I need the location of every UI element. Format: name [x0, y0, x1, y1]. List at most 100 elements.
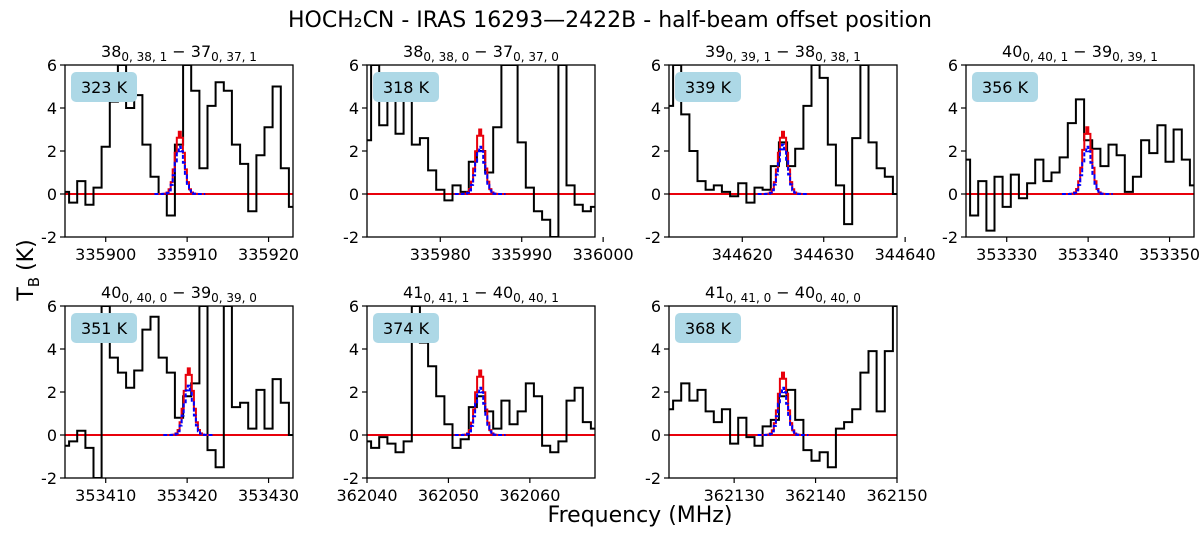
energy-badge — [675, 72, 741, 102]
y-tick-label: 4 — [948, 99, 958, 118]
energy-badge-label: 368 K — [685, 319, 732, 338]
y-tick-label: 0 — [948, 185, 958, 204]
x-tick-label: 362060 — [499, 486, 560, 505]
energy-badge — [71, 313, 137, 343]
transition-j-lower: 40 — [493, 283, 513, 302]
transition-sub-upper: 0, 41, 0 — [725, 291, 771, 305]
y-axis-label-sub: B — [25, 277, 43, 287]
y-tick-label: 4 — [349, 99, 359, 118]
y-axis-label-t: T — [14, 287, 39, 302]
transition-sub-lower: 0, 40, 1 — [513, 291, 559, 305]
x-tick-label: 336000 — [573, 245, 634, 264]
x-tick-label: 362130 — [704, 486, 765, 505]
model-blue-profile — [757, 386, 809, 436]
transition-sub-upper: 0, 38, 0 — [423, 50, 469, 64]
transition-j-lower: 37 — [191, 42, 211, 61]
transition-dash: − — [1068, 42, 1092, 61]
transition-sub-lower: 0, 38, 1 — [815, 50, 861, 64]
energy-badge — [373, 313, 439, 343]
observed-spectrum — [65, 65, 293, 217]
energy-badge-label: 318 K — [383, 78, 430, 97]
x-tick-label: 344640 — [875, 245, 936, 264]
energy-badge — [675, 313, 741, 343]
observed-spectrum — [65, 306, 293, 478]
transition-sub-upper: 0, 41, 1 — [423, 291, 469, 305]
transition-j-lower: 38 — [795, 42, 815, 61]
y-tick-label: 6 — [47, 297, 57, 316]
y-tick-label: 2 — [47, 142, 57, 161]
transition-sub-lower: 0, 39, 0 — [211, 291, 257, 305]
observed-spectrum — [669, 306, 897, 469]
energy-badge-label: 356 K — [982, 78, 1029, 97]
y-tick-label: 0 — [349, 426, 359, 445]
y-tick-label: 6 — [349, 297, 359, 316]
x-tick-label: 362150 — [866, 486, 927, 505]
y-tick-label: 2 — [651, 142, 661, 161]
transition-dash: − — [167, 42, 191, 61]
y-tick-label: -2 — [41, 469, 57, 488]
transition-j-lower: 39 — [191, 283, 211, 302]
transition-j-upper: 40 — [101, 283, 121, 302]
y-tick-label: 4 — [47, 340, 57, 359]
x-tick-label: 362050 — [418, 486, 479, 505]
y-axis-label: TB (K) — [14, 239, 43, 301]
transition-sub-lower: 0, 37, 0 — [513, 50, 559, 64]
y-tick-label: 4 — [651, 99, 661, 118]
spectrum-panel-4: -2 0 2 4 6 353330 353340 353350 400, 40, 1 − 390… — [942, 42, 1200, 264]
transition-label: 380, 38, 0 − 370, 37, 0 — [403, 42, 559, 64]
observed-spectrum — [669, 65, 897, 226]
figure-title: HOCH₂CN - IRAS 16293—2422B - half-beam o… — [288, 8, 932, 33]
y-axis-label-unit: (K) — [14, 239, 39, 271]
transition-sub-lower: 0, 37, 1 — [211, 50, 257, 64]
model-red-profile — [154, 130, 206, 195]
y-tick-label: -2 — [645, 469, 661, 488]
energy-badge-label: 323 K — [81, 78, 128, 97]
energy-badge-label: 339 K — [685, 78, 732, 97]
plot-area — [966, 98, 1194, 232]
transition-j-lower: 37 — [493, 42, 513, 61]
y-tick-label: 0 — [47, 185, 57, 204]
y-tick-label: 4 — [47, 99, 57, 118]
x-axis-label: Frequency (MHz) — [548, 503, 733, 528]
transition-j-upper: 40 — [1002, 42, 1022, 61]
y-tick-label: 6 — [47, 56, 57, 75]
energy-badge-label: 351 K — [81, 319, 128, 338]
model-blue-profile — [757, 143, 809, 195]
y-tick-label: 4 — [349, 340, 359, 359]
observed-spectrum — [966, 98, 1194, 232]
model-red-profile — [1061, 126, 1113, 195]
transition-j-lower: 39 — [1092, 42, 1112, 61]
x-tick-label: 362140 — [785, 486, 846, 505]
model-red-profile — [454, 128, 506, 195]
x-tick-label: 362040 — [336, 486, 397, 505]
plot-area — [367, 65, 595, 237]
y-tick-label: 2 — [349, 383, 359, 402]
transition-j-upper: 38 — [101, 42, 121, 61]
energy-badge — [71, 72, 137, 102]
y-tick-label: 0 — [47, 426, 57, 445]
transition-j-upper: 38 — [403, 42, 423, 61]
transition-label: 410, 41, 1 − 400, 40, 1 — [403, 283, 559, 305]
energy-badge-label: 374 K — [383, 319, 430, 338]
plot-area — [65, 306, 293, 478]
transition-sub-lower: 0, 39, 1 — [1112, 50, 1158, 64]
transition-j-lower: 40 — [795, 283, 815, 302]
x-tick-label: 353430 — [238, 486, 299, 505]
plot-area — [65, 65, 293, 217]
x-tick-label: 353420 — [157, 486, 218, 505]
x-tick-label: 335990 — [491, 245, 552, 264]
energy-badge — [972, 72, 1038, 102]
transition-j-upper: 39 — [705, 42, 725, 61]
spectrum-panel-2: -2 0 2 4 6 335980 335990 336000 380, 38, 0 − 370… — [343, 42, 634, 264]
x-tick-label: 353330 — [976, 245, 1037, 264]
x-tick-label: 335920 — [238, 245, 299, 264]
x-tick-label: 353340 — [1058, 245, 1119, 264]
x-tick-label: 335900 — [75, 245, 136, 264]
transition-sub-upper: 0, 38, 1 — [121, 50, 167, 64]
spectrum-panel-6: -2 0 2 4 6 362040 362050 362060 410, 41, 1 − 400… — [336, 283, 596, 505]
y-tick-label: -2 — [645, 228, 661, 247]
model-blue-profile — [1061, 145, 1113, 195]
y-tick-label: -2 — [41, 228, 57, 247]
transition-sub-upper: 0, 40, 0 — [121, 291, 167, 305]
